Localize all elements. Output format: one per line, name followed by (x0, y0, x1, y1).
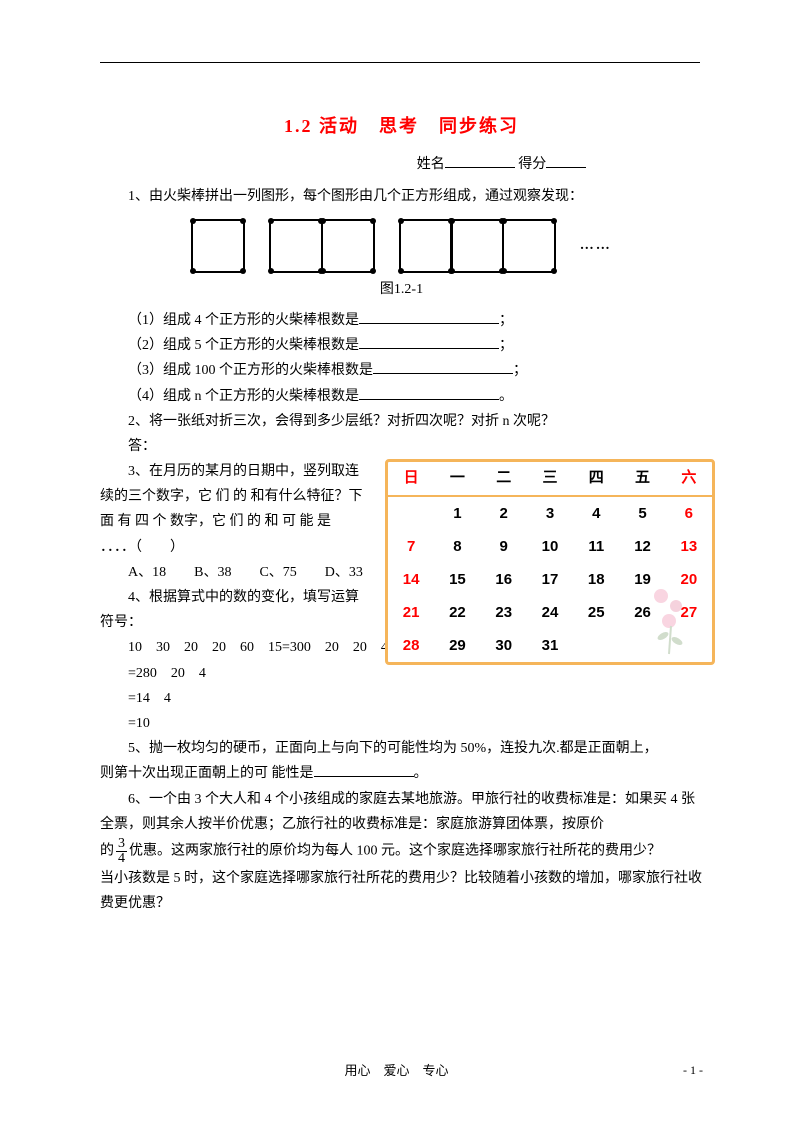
score-blank[interactable] (546, 154, 586, 168)
q5-line1: 5、抛一枚均匀的硬币，正面向上与向下的可能性均为 50%，连投九次.都是正面朝上… (100, 736, 703, 761)
answer-label: 答： (128, 439, 156, 454)
square-group-1 (191, 219, 245, 273)
q4-line4: =10 (100, 711, 703, 736)
q1-sub1: （1）组成 4 个正方形的火柴棒根数是； (100, 308, 703, 333)
blank[interactable] (359, 386, 499, 400)
name-score-line: 姓名 得分 (100, 152, 703, 177)
cal-head: 日 (388, 462, 434, 496)
blank[interactable] (373, 360, 513, 374)
cal-head: 二 (481, 462, 527, 496)
page-title: 1.2 活动 思考 同步练习 (100, 110, 703, 142)
q6-line1: 6、一个由 3 个大人和 4 个小孩组成的家庭去某地旅游。甲旅行社的收费标准是：… (100, 787, 703, 837)
calendar-row: 14151617181920 (388, 563, 712, 596)
footer-motto: 用心 爱心 专心 (0, 1059, 793, 1082)
calendar-header-row: 日 一 二 三 四 五 六 (388, 462, 712, 496)
cal-head: 一 (434, 462, 480, 496)
q1-sub4: （4）组成 n 个正方形的火柴棒根数是。 (100, 384, 703, 409)
q3-stem: 3、在月历的某月的日期中，竖列取连续的三个数字，它 们 的 和有什么特征？下面 … (100, 459, 363, 535)
q2-answer: 答： (100, 434, 703, 459)
q5-line2: 则第十次出现正面朝上的可 能性是。 (100, 761, 703, 786)
header-rule (100, 62, 700, 63)
blank[interactable] (359, 310, 499, 324)
cal-head: 五 (619, 462, 665, 496)
cal-head: 六 (666, 462, 712, 496)
calendar: 日 一 二 三 四 五 六 123456 78910111213 1415161… (385, 459, 715, 665)
matchstick-figure: …… (100, 219, 703, 273)
square (269, 219, 323, 273)
q6-line2: 的34优惠。这两家旅行社的原价均为每人 100 元。这个家庭选择哪家旅行社所花的… (100, 837, 703, 866)
figure-caption: 图1.2-1 (100, 277, 703, 302)
calendar-row: 78910111213 (388, 530, 712, 563)
q3-block: 日 一 二 三 四 五 六 123456 78910111213 1415161… (100, 459, 703, 635)
square-group-2 (269, 219, 375, 273)
q2-stem: 2、将一张纸对折三次，会得到多少层纸？对折四次呢？对折 n 次呢？ (100, 409, 703, 434)
calendar-table: 日 一 二 三 四 五 六 123456 78910111213 1415161… (388, 462, 712, 662)
q6-line3: 当小孩数是 5 时，这个家庭选择哪家旅行社所花的费用少？比较随着小孩数的增加，哪… (100, 866, 703, 916)
square (191, 219, 245, 273)
q1-sub3: （3）组成 100 个正方形的火柴棒根数是； (100, 358, 703, 383)
page-number: - 1 - (683, 1060, 703, 1082)
calendar-row: 28293031 (388, 629, 712, 662)
square (450, 219, 504, 273)
cal-head: 三 (527, 462, 573, 496)
square (502, 219, 556, 273)
fraction-3-4: 34 (116, 837, 127, 866)
q4-stem: 4、根据算式中的数的变化，填写运算符号： (100, 585, 363, 635)
q1-stem: 1、由火柴棒拼出一列图形，每个图形由几个正方形组成，通过观察发现： (100, 184, 703, 209)
blank[interactable] (314, 763, 414, 777)
name-blank[interactable] (445, 154, 515, 168)
square (321, 219, 375, 273)
score-label: 得分 (518, 157, 546, 172)
q1-sub2: （2）组成 5 个正方形的火柴棒根数是； (100, 333, 703, 358)
calendar-row: 21222324252627 (388, 596, 712, 629)
ellipsis: …… (580, 233, 612, 258)
square-group-3 (399, 219, 556, 273)
name-label: 姓名 (417, 157, 445, 172)
q4-line3: =14 4 (100, 686, 703, 711)
calendar-row: 123456 (388, 496, 712, 530)
blank[interactable] (359, 335, 499, 349)
square (399, 219, 453, 273)
cal-head: 四 (573, 462, 619, 496)
